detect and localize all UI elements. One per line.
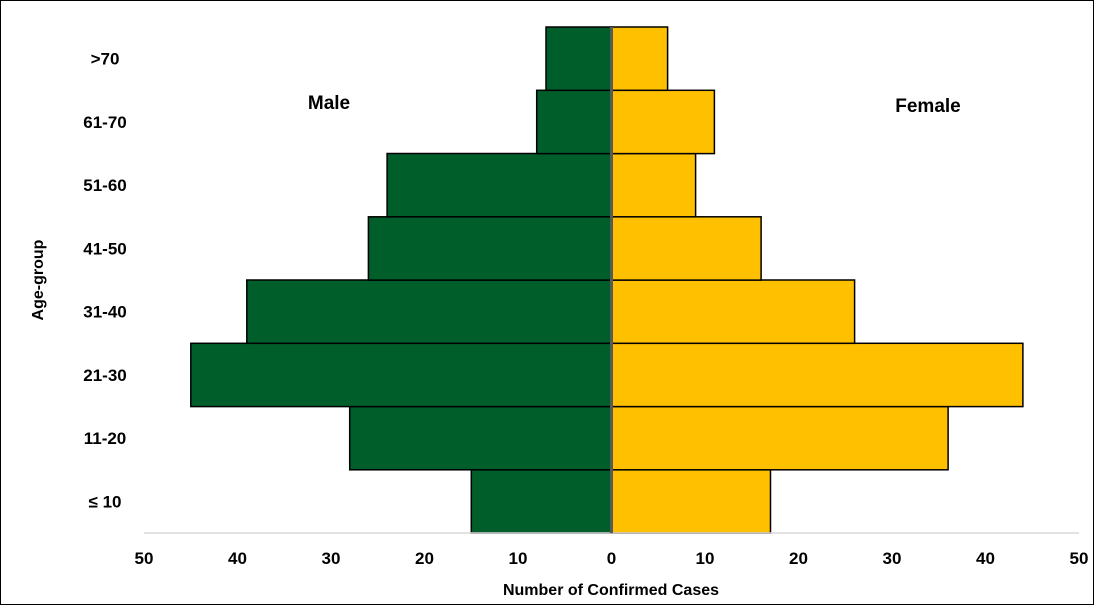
series-label-female: Female [895,96,960,117]
x-tick-label: 50 [135,549,154,568]
x-tick-label: 30 [883,549,902,568]
series-label-male: Male [308,93,350,114]
bar-male-31-40 [246,279,613,345]
y-tick-label: 51-60 [83,176,126,195]
y-tick-label: 21-30 [83,366,126,385]
bar-male-le-10 [470,469,613,534]
bar-female-51-60 [610,152,697,218]
x-tick-label: 20 [415,549,434,568]
bar-female-41-50 [610,216,762,281]
x-tick-label: 50 [1070,549,1089,568]
bar-female-21-30 [610,342,1024,408]
y-tick-label: 11-20 [84,429,127,448]
bar-male-21-30 [190,342,613,408]
y-tick-label: 61-70 [83,113,126,132]
bar-male-61-70 [535,89,613,155]
x-tick-label: 20 [789,549,808,568]
x-tick-label: 0 [607,549,616,568]
x-tick-labels: 50 40 30 20 10 0 10 20 30 40 50 [135,549,1089,568]
bar-male-51-60 [386,152,613,218]
bar-female-gt70 [610,26,669,92]
x-tick-label: 10 [509,549,528,568]
y-axis-title: Age-group [30,239,47,320]
bar-female-le-10 [610,469,772,534]
x-tick-label: 40 [976,549,995,568]
x-tick-label: 30 [322,549,341,568]
x-tick-label: 40 [228,549,247,568]
bar-female-11-20 [610,405,949,471]
bar-female-31-40 [610,279,856,345]
bars-group [190,26,1024,534]
y-tick-label: 41-50 [83,239,126,258]
y-tick-label: ≤ 10 [89,492,122,511]
y-tick-labels: ≤ 10 11-20 21-30 31-40 41-50 51-60 61-70 >70 [83,50,126,512]
y-tick-label: 31-40 [83,303,126,322]
bar-male-11-20 [348,405,613,471]
bar-male-41-50 [367,216,613,281]
bar-female-61-70 [610,89,716,155]
x-tick-label: 10 [696,549,715,568]
bar-male-gt70 [545,26,613,92]
x-axis-title: Number of Confirmed Cases [503,582,719,599]
y-tick-label: >70 [91,50,120,69]
